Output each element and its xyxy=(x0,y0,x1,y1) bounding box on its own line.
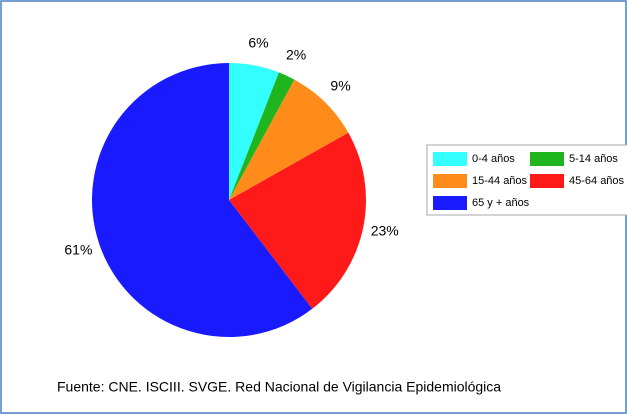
pie-slice xyxy=(229,63,279,200)
legend-swatch xyxy=(433,196,467,210)
legend-swatch xyxy=(433,152,467,166)
legend-label: 65 y + años xyxy=(472,197,530,209)
data-label: 2% xyxy=(286,47,306,63)
pie-slice xyxy=(229,72,295,200)
pie-slice xyxy=(229,79,349,200)
source: Fuente: CNE. ISCIII. SVGE. Red Nacional … xyxy=(57,379,501,395)
data-label: 9% xyxy=(330,77,350,93)
legend-label: 0-4 años xyxy=(472,153,515,165)
data-label: 23% xyxy=(371,223,399,239)
legend-label: 5-14 años xyxy=(569,153,618,165)
pie-slice xyxy=(229,132,366,309)
data-label: 61% xyxy=(64,242,92,258)
legend-swatch xyxy=(530,152,564,166)
pie-slice xyxy=(91,63,313,338)
data-label: 6% xyxy=(248,34,268,50)
legend-swatch xyxy=(530,174,564,188)
legend-label: 45-64 años xyxy=(569,175,625,187)
legend-swatch xyxy=(433,174,467,188)
legend-label: 15-44 años xyxy=(472,175,528,187)
